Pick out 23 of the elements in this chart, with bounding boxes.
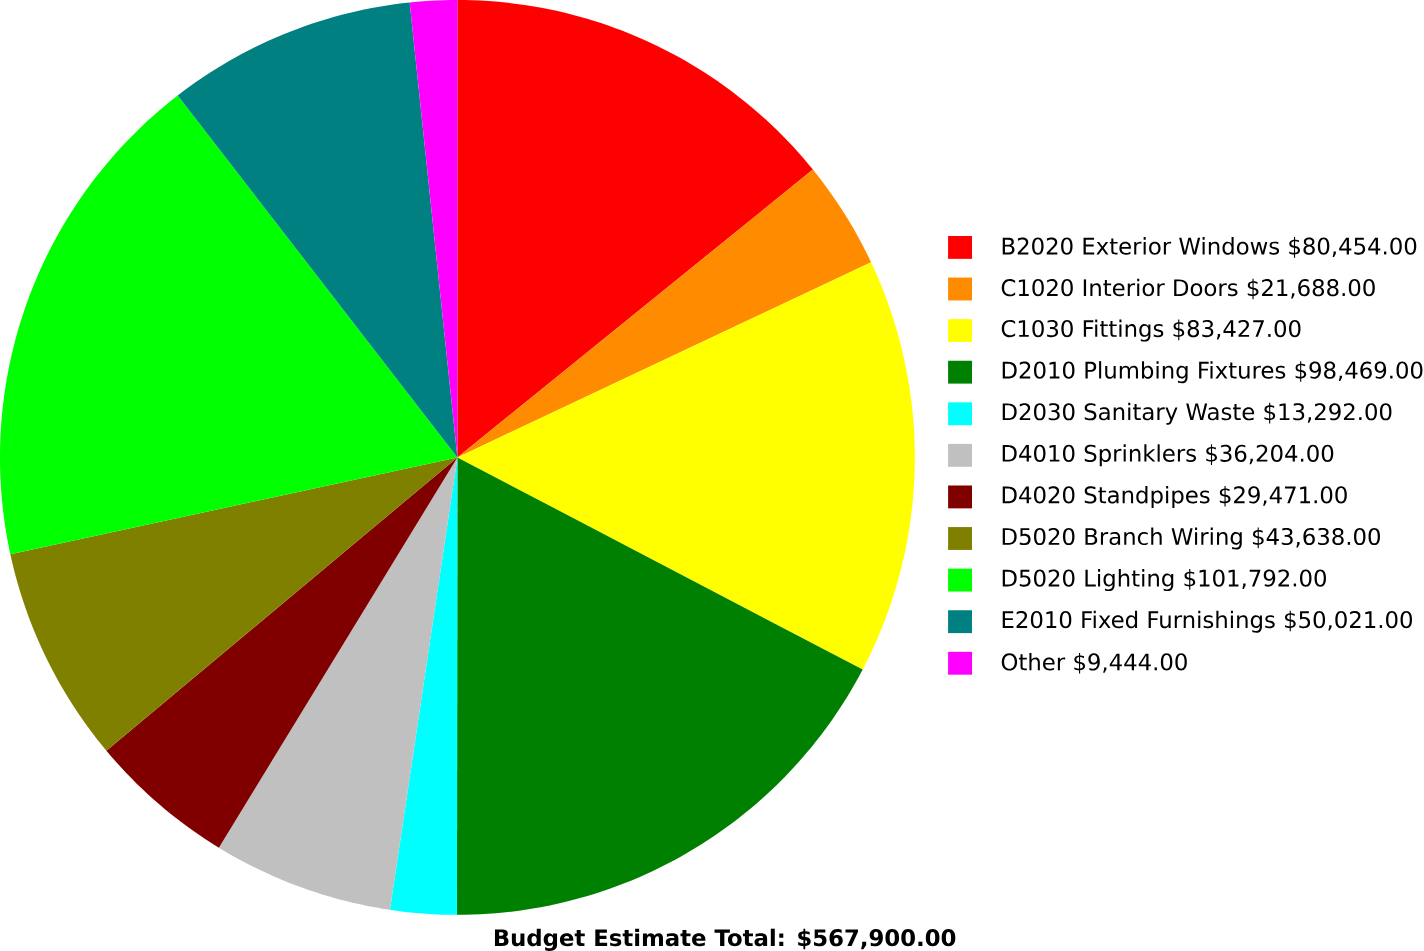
- legend-label: C1020 Interior Doors: [1001, 278, 1238, 297]
- data-label: $98,469.00: [1295, 361, 1423, 382]
- data-label: $9,444.00: [1074, 652, 1187, 674]
- legend-label: C1030 Fittings: [1001, 319, 1164, 342]
- legend-label: D2030 Sanitary Waste: [1002, 402, 1255, 425]
- legend-label: D5020 Lighting: [1002, 569, 1174, 592]
- data-label: $50,021.00: [1284, 610, 1412, 632]
- legend-label: D5020 Branch Wiring: [1002, 527, 1242, 550]
- data-label: $29,471.00: [1219, 485, 1347, 507]
- data-label: $36,204.00: [1206, 444, 1334, 466]
- legend-label: D2010 Plumbing Fixtures: [1002, 361, 1286, 384]
- legend-label: B2020 Exterior Windows: [1002, 237, 1280, 255]
- data-label: $83,427.00: [1173, 319, 1301, 341]
- legend-label: Other: [1001, 652, 1066, 671]
- legend-label: E2010 Fixed Furnishings: [1002, 610, 1275, 633]
- data-label: $101,792.00: [1184, 569, 1326, 590]
- text: Budget Estimate Total: $567,900.00: [494, 928, 956, 951]
- legend-label: D4010 Sprinklers: [1002, 444, 1196, 467]
- data-label: $21,688.00: [1247, 278, 1375, 300]
- data-label: $43,638.00: [1252, 527, 1380, 549]
- data-label: $13,292.00: [1264, 402, 1392, 424]
- legend-label: D4020 Standpipes: [1002, 485, 1210, 508]
- data-label: $80,454.00: [1289, 237, 1417, 258]
